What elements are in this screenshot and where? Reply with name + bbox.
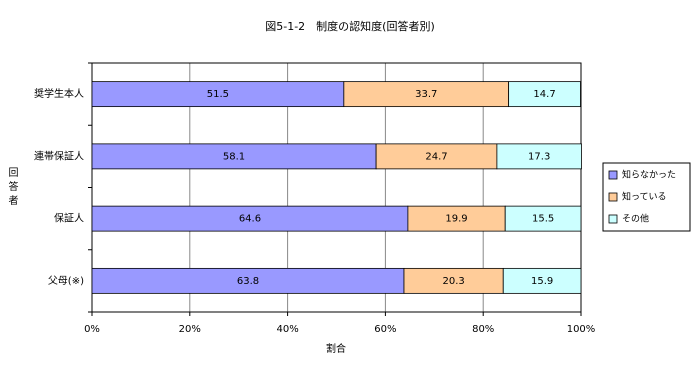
x-tick-label: 100% [567,324,596,335]
x-tick-label: 20% [179,324,201,335]
y-axis-label: 回答者 [6,167,18,209]
data-label: 24.7 [425,151,447,162]
y-tick-label: 連帯保証人 [34,149,84,162]
data-label: 17.3 [528,151,550,162]
y-tick-label: 保証人 [54,212,84,225]
data-label: 19.9 [445,214,467,225]
y-tick-label: 父母(※) [48,275,84,287]
data-label: 33.7 [415,89,437,100]
legend-label: 知らなかった [622,169,676,181]
bar-segment [508,81,581,108]
x-tick-label: 0% [84,324,100,335]
x-tick-label: 80% [472,324,494,335]
legend-box [602,162,691,232]
data-label: 14.7 [533,89,555,100]
legend-swatch [608,192,618,202]
bar-segment [91,205,409,232]
legend-label: 知っている [622,191,667,203]
bar-segment [343,81,510,108]
bar-segment [496,143,582,170]
data-label: 58.1 [223,151,245,162]
chart-title: 図5-1-2 制度の認知度(回答者別) [265,19,435,33]
data-label: 63.8 [237,276,259,287]
x-tick-label: 60% [374,324,396,335]
bar-segment [403,267,504,294]
legend-label: その他 [622,213,649,225]
data-label: 64.6 [239,214,261,225]
x-tick-label: 40% [276,324,298,335]
data-label: 51.5 [207,89,229,100]
x-axis-label: 割合 [326,342,346,355]
bar-segment [502,267,582,294]
data-label: 15.5 [532,214,554,225]
data-label: 20.3 [442,276,464,287]
legend-swatch [608,170,618,180]
bar-segment [375,143,498,170]
bar-segment [91,267,405,294]
bar-segment [504,205,582,232]
y-tick-label: 奨学生本人 [34,87,84,100]
legend-swatch [608,214,618,224]
data-label: 15.9 [531,276,553,287]
